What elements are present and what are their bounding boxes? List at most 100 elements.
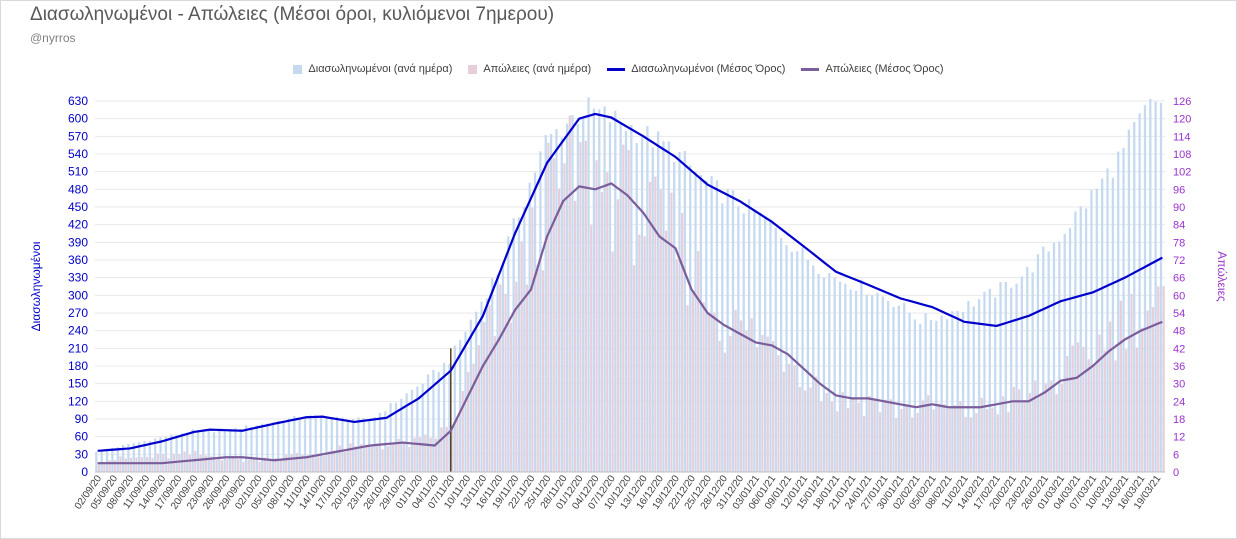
deaths-bar [638, 234, 641, 472]
intubated-bar [170, 434, 173, 472]
deaths-bar [220, 460, 224, 472]
intubated-bar [587, 97, 590, 472]
deaths-bar [151, 457, 154, 472]
deaths-bar [236, 459, 240, 472]
left-axis-tick-label: 240 [68, 324, 88, 338]
intubated-bar [405, 393, 408, 472]
deaths-bar [889, 399, 892, 472]
intubated-bar [763, 218, 767, 472]
intubated-bar [501, 261, 505, 472]
intubated-bar [673, 162, 676, 472]
intubated-bar [999, 282, 1002, 472]
intubated-bar [1117, 151, 1120, 472]
right-axis-tick-label: 54 [1173, 308, 1185, 320]
intubated-bar [870, 295, 874, 472]
deaths-bar [921, 400, 925, 472]
deaths-bar [627, 150, 630, 473]
deaths-bar [975, 412, 978, 472]
intubated-bar [1159, 102, 1163, 473]
intubated-bar [416, 386, 419, 472]
intubated-bar [560, 137, 563, 472]
deaths-bar [953, 405, 957, 472]
intubated-bar [1106, 168, 1109, 473]
deaths-bar [1076, 342, 1080, 472]
deaths-bar [1141, 327, 1144, 472]
intubated-bar [1026, 266, 1029, 472]
intubated-bar [988, 288, 991, 472]
intubated-bar [212, 432, 216, 472]
intubated-bar [726, 188, 729, 473]
intubated-bar [780, 238, 783, 472]
left-axis-tick-label: 150 [68, 377, 88, 391]
deaths-bar [376, 445, 379, 472]
deaths-bar [1098, 334, 1101, 472]
deaths-bar [322, 455, 325, 472]
intubated-bar [983, 291, 986, 472]
deaths-bar [242, 462, 245, 472]
deaths-bar [884, 399, 887, 472]
intubated-bar [143, 441, 146, 472]
deaths-bar [140, 457, 143, 472]
intubated-bar [426, 374, 430, 472]
deaths-bar [659, 188, 662, 473]
deaths-bar [135, 457, 138, 472]
intubated-avg-line [97, 112, 1163, 452]
intubated-bar [828, 272, 831, 472]
intubated-bar [357, 417, 360, 472]
intubated-bar [127, 443, 130, 472]
deaths-bar [525, 284, 529, 472]
intubated-bar [721, 203, 724, 472]
intubated-bar [282, 421, 285, 472]
deaths-bar [916, 413, 919, 472]
intubated-bar [1010, 287, 1013, 472]
intubated-bar [1090, 190, 1093, 472]
deaths-bar [493, 336, 497, 472]
intubated-bar [913, 319, 917, 472]
intubated-bar [523, 207, 526, 472]
deaths-bar [755, 347, 759, 472]
deaths-bar [295, 452, 299, 472]
legend-label-deaths-bars: Απώλειες (ανά ημέρα) [483, 63, 592, 75]
right-axis-tick-label: 24 [1173, 396, 1185, 408]
deaths-bar [996, 414, 999, 472]
deaths-bar [1092, 364, 1096, 472]
intubated-bar [897, 305, 900, 472]
intubated-bar [1127, 129, 1131, 472]
intubated-bar [239, 429, 242, 472]
left-axis-tick-label: 600 [68, 112, 88, 126]
deaths-bar [327, 451, 331, 472]
deaths-bar [1146, 310, 1149, 472]
deaths-bar [1023, 399, 1026, 472]
intubated-bar [421, 383, 424, 472]
deaths-bar [541, 270, 545, 472]
intubated-bar [330, 417, 333, 472]
intubated-bar [1036, 254, 1040, 472]
intubated-bar [394, 402, 398, 472]
intubated-bar [940, 315, 943, 472]
right-axis-tick-label: 36 [1173, 361, 1185, 373]
deaths-bar [547, 142, 550, 472]
left-axis-tick-label: 630 [68, 94, 88, 108]
left-axis-tick-label: 480 [68, 182, 88, 196]
deaths-bar [825, 393, 828, 472]
intubated-bar [860, 279, 863, 472]
intubated-bar [908, 312, 911, 472]
intubated-bar [774, 227, 777, 472]
intubated-bar [710, 176, 713, 472]
intubated-bar [544, 135, 547, 472]
deaths-avg-line [97, 182, 1163, 465]
intubated-bar [1004, 282, 1007, 472]
intubated-bar [319, 416, 323, 472]
deaths-bar [204, 455, 208, 472]
intubated-bar [245, 425, 248, 472]
intubated-bar [844, 283, 847, 472]
right-axis-tick-label: 120 [1173, 114, 1191, 126]
intubated-bar [303, 417, 307, 472]
intubated-bar [132, 443, 135, 472]
deaths-bar [1125, 349, 1128, 472]
deaths-bar [718, 340, 721, 472]
deaths-bar [905, 405, 908, 472]
right-axis-tick-label: 102 [1173, 167, 1191, 179]
right-axis-tick-label: 114 [1173, 131, 1191, 143]
deaths-bar [948, 408, 951, 472]
